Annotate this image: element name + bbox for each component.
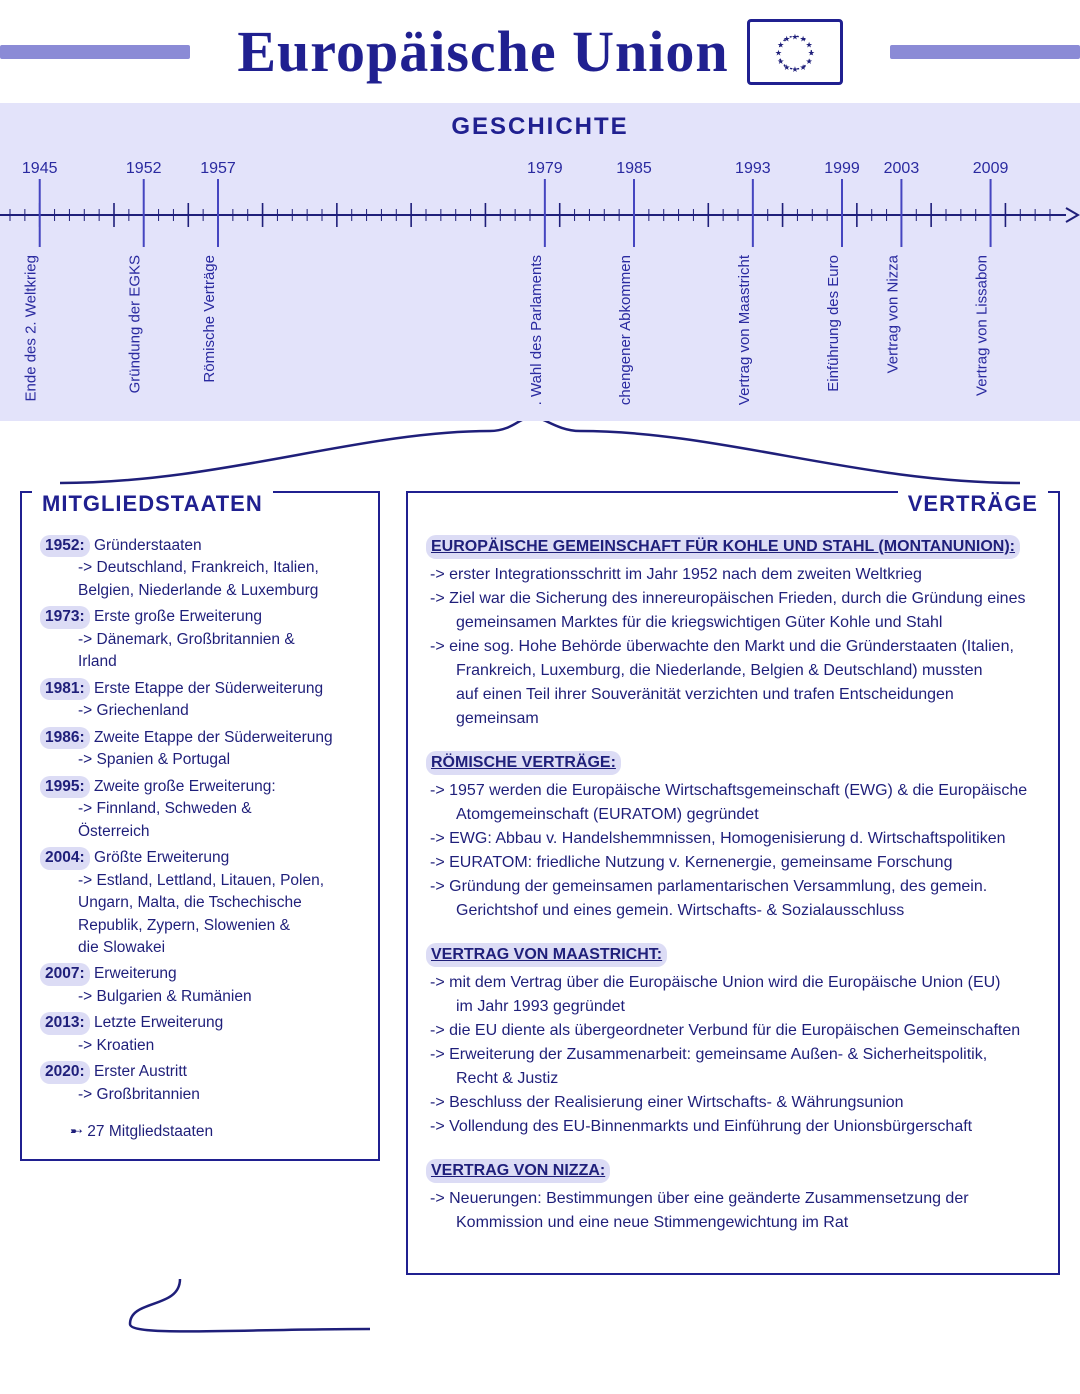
svg-text:1985: 1985: [616, 160, 652, 177]
decorative-swirl: [120, 1279, 1080, 1344]
svg-text:Ende des 2. Weltkrieg: Ende des 2. Weltkrieg: [23, 255, 40, 401]
history-heading: GESCHICHTE: [0, 113, 1080, 141]
member-state-entry: 1986: Zweite Etappe der Süderweiterung->…: [40, 727, 360, 772]
treaties-panel: VERTRÄGE EUROPÄISCHE GEMEINSCHAFT FÜR KO…: [406, 491, 1060, 1275]
svg-text:★: ★: [777, 56, 784, 65]
svg-text:Gründung der EGKS: Gründung der EGKS: [127, 255, 144, 393]
svg-text:2003: 2003: [884, 160, 920, 177]
title-bar-right: [890, 45, 1080, 59]
svg-text:★: ★: [775, 48, 782, 57]
title-bar-left: [0, 45, 190, 59]
svg-text:Vertrag von Maastricht: Vertrag von Maastricht: [736, 254, 753, 405]
svg-text:1945: 1945: [22, 160, 58, 177]
timeline: 1945 Ende des 2. Weltkrieg 1952 Gründung de…: [0, 145, 1080, 405]
member-state-entry: 1952: Gründerstaaten-> Deutschland, Fran…: [40, 535, 360, 602]
member-state-entry: 2013: Letzte Erweiterung-> Kroatien: [40, 1012, 360, 1057]
treaty-section: EUROPÄISCHE GEMEINSCHAFT FÜR KOHLE UND S…: [426, 535, 1040, 731]
svg-text:1999: 1999: [824, 160, 860, 177]
treaty-section: VERTRAG VON MAASTRICHT:mit dem Vertrag ü…: [426, 943, 1040, 1139]
member-state-entry: 1995: Zweite große Erweiterung:-> Finnla…: [40, 776, 360, 843]
svg-text:Einführung des Euro: Einführung des Euro: [825, 255, 842, 392]
treaties-heading: VERTRÄGE: [898, 491, 1048, 517]
member-state-entry: 2004: Größte Erweiterung-> Estland, Lett…: [40, 847, 360, 959]
svg-text:Römische Verträge: Römische Verträge: [201, 255, 218, 383]
title-row: Europäische Union ★★★★★★★★★★★★: [0, 0, 1080, 95]
member-state-entry: 1981: Erste Etappe der Süderweiterung-> …: [40, 678, 360, 723]
svg-text:★: ★: [799, 62, 806, 71]
svg-text:★: ★: [791, 32, 798, 41]
member-state-entry: 2020: Erster Austritt-> Großbritannien: [40, 1061, 360, 1106]
treaty-section: VERTRAG VON NIZZA:Neuerungen: Bestimmung…: [426, 1159, 1040, 1235]
member-states-panel: MITGLIEDSTAATEN 1952: Gründerstaaten-> D…: [20, 491, 380, 1161]
page-title: Europäische Union: [237, 18, 728, 85]
svg-text:1957: 1957: [200, 160, 236, 177]
svg-text:Vertrag von Lissabon: Vertrag von Lissabon: [974, 255, 991, 396]
svg-text:1952: 1952: [126, 160, 162, 177]
svg-text:1. Wahl des Parlaments: 1. Wahl des Parlaments: [528, 255, 545, 405]
svg-text:★: ★: [783, 34, 790, 43]
member-states-list: 1952: Gründerstaaten-> Deutschland, Fran…: [40, 535, 360, 1106]
svg-text:2009: 2009: [973, 160, 1009, 177]
section-connector: [0, 421, 1080, 491]
svg-text:Vertrag von Nizza: Vertrag von Nizza: [884, 254, 901, 373]
treaties-list: EUROPÄISCHE GEMEINSCHAFT FÜR KOHLE UND S…: [426, 535, 1040, 1235]
member-state-entry: 1973: Erste große Erweiterung-> Dänemark…: [40, 606, 360, 673]
member-states-heading: MITGLIEDSTAATEN: [32, 491, 273, 517]
svg-text:Schengener Abkommen: Schengener Abkommen: [617, 255, 634, 405]
svg-text:1979: 1979: [527, 160, 563, 177]
member-states-total: ➸ 27 Mitgliedstaaten: [40, 1122, 360, 1141]
eu-flag-icon: ★★★★★★★★★★★★: [747, 19, 843, 85]
svg-text:1993: 1993: [735, 160, 771, 177]
treaty-section: RÖMISCHE VERTRÄGE:1957 werden die Europä…: [426, 751, 1040, 923]
svg-text:★: ★: [791, 65, 798, 74]
member-state-entry: 2007: Erweiterung-> Bulgarien & Rumänien: [40, 963, 360, 1008]
history-section: GESCHICHTE 1945 Ende des 2. Weltkrieg 1952…: [0, 103, 1080, 421]
